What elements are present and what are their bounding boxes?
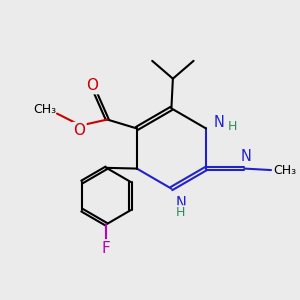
Text: N: N [213,115,224,130]
Text: O: O [86,78,98,93]
Text: N: N [241,149,251,164]
Text: CH₃: CH₃ [34,103,57,116]
Text: F: F [102,241,111,256]
Text: CH₃: CH₃ [273,164,296,177]
Text: N: N [176,196,187,211]
Text: H: H [228,121,238,134]
Text: H: H [176,206,185,220]
Text: O: O [73,123,85,138]
